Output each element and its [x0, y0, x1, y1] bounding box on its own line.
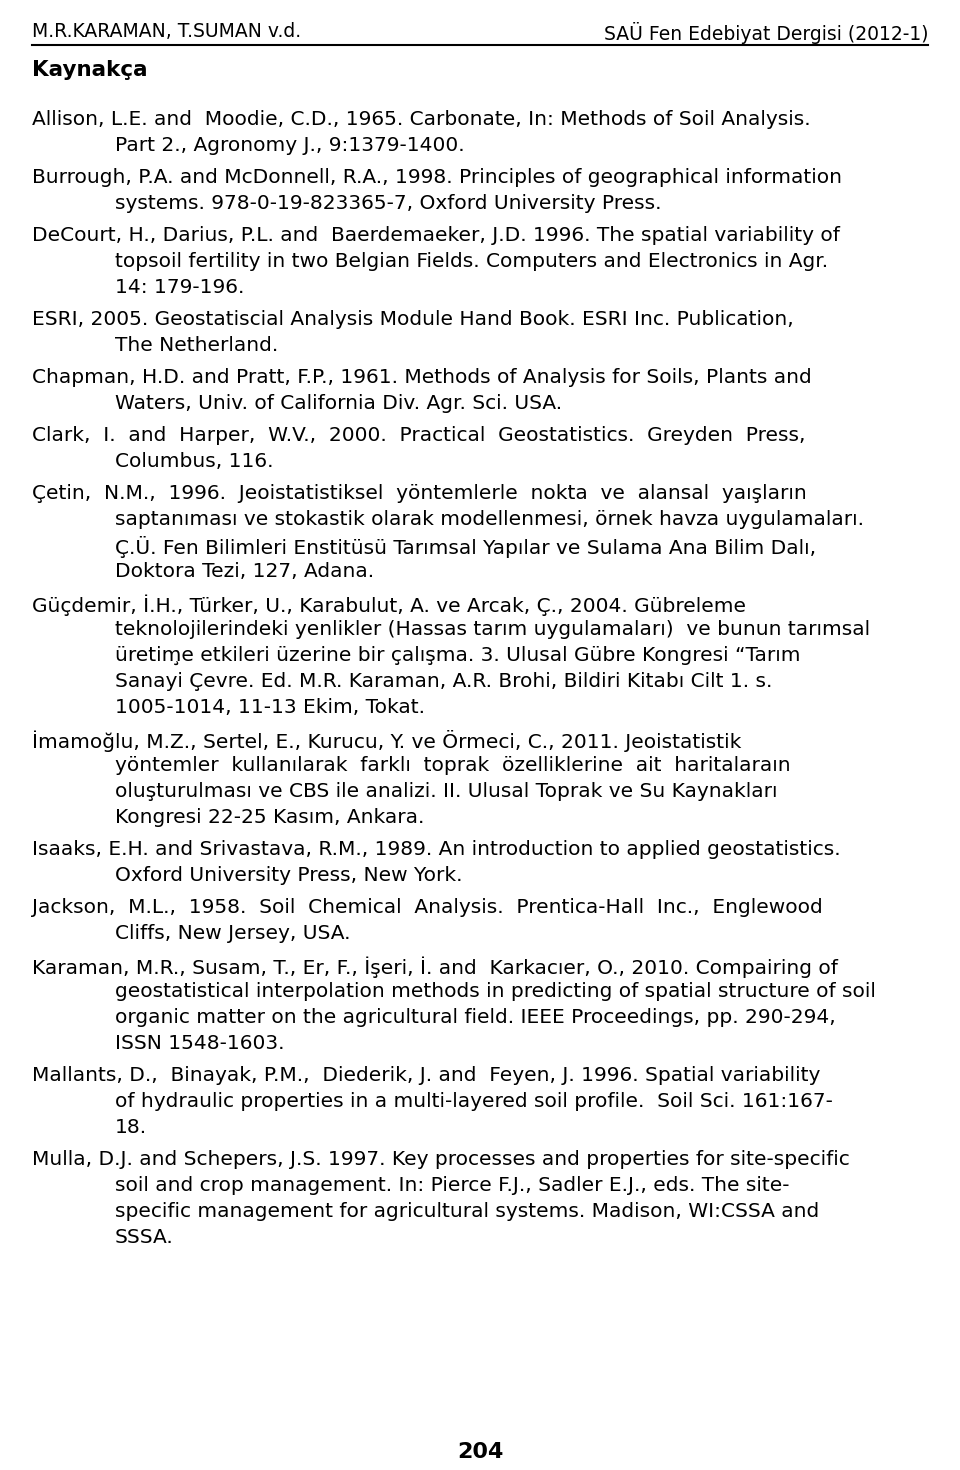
Text: ESRI, 2005. Geostatiscial Analysis Module Hand Book. ESRI Inc. Publication,: ESRI, 2005. Geostatiscial Analysis Modul…	[32, 310, 794, 329]
Text: Oxford University Press, New York.: Oxford University Press, New York.	[115, 866, 463, 885]
Text: Karaman, M.R., Susam, T., Er, F., İşeri, İ. and  Karkacıer, O., 2010. Compairing: Karaman, M.R., Susam, T., Er, F., İşeri,…	[32, 956, 838, 978]
Text: systems. 978-0-19-823365-7, Oxford University Press.: systems. 978-0-19-823365-7, Oxford Unive…	[115, 194, 661, 213]
Text: specific management for agricultural systems. Madison, WI:CSSA and: specific management for agricultural sys…	[115, 1202, 819, 1222]
Text: İmamoğlu, M.Z., Sertel, E., Kurucu, Y. ve Örmeci, C., 2011. Jeoistatistik: İmamoğlu, M.Z., Sertel, E., Kurucu, Y. v…	[32, 731, 741, 753]
Text: soil and crop management. In: Pierce F.J., Sadler E.J., eds. The site-: soil and crop management. In: Pierce F.J…	[115, 1176, 789, 1195]
Text: Mulla, D.J. and Schepers, J.S. 1997. Key processes and properties for site-speci: Mulla, D.J. and Schepers, J.S. 1997. Key…	[32, 1150, 850, 1169]
Text: Ç.Ü. Fen Bilimleri Enstitüsü Tarımsal Yapılar ve Sulama Ana Bilim Dalı,: Ç.Ü. Fen Bilimleri Enstitüsü Tarımsal Ya…	[115, 537, 816, 559]
Text: organic matter on the agricultural field. IEEE Proceedings, pp. 290-294,: organic matter on the agricultural field…	[115, 1008, 836, 1028]
Text: Kongresi 22-25 Kasım, Ankara.: Kongresi 22-25 Kasım, Ankara.	[115, 809, 424, 828]
Text: Part 2., Agronomy J., 9:1379-1400.: Part 2., Agronomy J., 9:1379-1400.	[115, 137, 465, 154]
Text: Cliffs, New Jersey, USA.: Cliffs, New Jersey, USA.	[115, 925, 350, 942]
Text: saptanıması ve stokastik olarak modellenmesi, örnek havza uygulamaları.: saptanıması ve stokastik olarak modellen…	[115, 510, 864, 529]
Text: Kaynakça: Kaynakça	[32, 60, 148, 79]
Text: Jackson,  M.L.,  1958.  Soil  Chemical  Analysis.  Prentica-Hall  Inc.,  Englewo: Jackson, M.L., 1958. Soil Chemical Analy…	[32, 898, 823, 917]
Text: DeCourt, H., Darius, P.L. and  Baerdemaeker, J.D. 1996. The spatial variability : DeCourt, H., Darius, P.L. and Baerdemaek…	[32, 226, 840, 245]
Text: teknolojilerindeki yenlikler (Hassas tarım uygulamaları)  ve bunun tarımsal: teknolojilerindeki yenlikler (Hassas tar…	[115, 620, 870, 639]
Text: yöntemler  kullanılarak  farklı  toprak  özelliklerine  ait  haritalaraın: yöntemler kullanılarak farklı toprak öze…	[115, 756, 791, 775]
Text: Güçdemir, İ.H., Türker, U., Karabulut, A. ve Arcak, Ç., 2004. Gübreleme: Güçdemir, İ.H., Türker, U., Karabulut, A…	[32, 594, 746, 616]
Text: M.R.KARAMAN, T.SUMAN v.d.: M.R.KARAMAN, T.SUMAN v.d.	[32, 22, 301, 41]
Text: Doktora Tezi, 127, Adana.: Doktora Tezi, 127, Adana.	[115, 562, 374, 581]
Text: üretim̧e etkileri üzerine bir çalışma. 3. Ulusal Gübre Kongresi “Tarım: üretim̧e etkileri üzerine bir çalışma. 3…	[115, 645, 801, 664]
Text: geostatistical interpolation methods in predicting of spatial structure of soil: geostatistical interpolation methods in …	[115, 982, 876, 1001]
Text: SSSA.: SSSA.	[115, 1227, 174, 1247]
Text: Clark,  I.  and  Harper,  W.V.,  2000.  Practical  Geostatistics.  Greyden  Pres: Clark, I. and Harper, W.V., 2000. Practi…	[32, 426, 805, 445]
Text: oluşturulması ve CBS ile analizi. II. Ulusal Toprak ve Su Kaynakları: oluşturulması ve CBS ile analizi. II. Ul…	[115, 782, 778, 801]
Text: ISSN 1548-1603.: ISSN 1548-1603.	[115, 1033, 284, 1053]
Text: Mallants, D.,  Binayak, P.M.,  Diederik, J. and  Feyen, J. 1996. Spatial variabi: Mallants, D., Binayak, P.M., Diederik, J…	[32, 1066, 821, 1085]
Text: 204: 204	[457, 1442, 503, 1463]
Text: Sanayi Çevre. Ed. M.R. Karaman, A.R. Brohi, Bildiri Kitabı Cilt 1. s.: Sanayi Çevre. Ed. M.R. Karaman, A.R. Bro…	[115, 672, 773, 691]
Text: Waters, Univ. of California Div. Agr. Sci. USA.: Waters, Univ. of California Div. Agr. Sc…	[115, 394, 563, 413]
Text: 18.: 18.	[115, 1119, 147, 1136]
Text: of hydraulic properties in a multi-layered soil profile.  Soil Sci. 161:167-: of hydraulic properties in a multi-layer…	[115, 1092, 833, 1111]
Text: topsoil fertility in two Belgian Fields. Computers and Electronics in Agr.: topsoil fertility in two Belgian Fields.…	[115, 251, 828, 270]
Text: The Netherland.: The Netherland.	[115, 337, 278, 354]
Text: Çetin,  N.M.,  1996.  Jeoistatistiksel  yöntemlerle  nokta  ve  alansal  yaışlar: Çetin, N.M., 1996. Jeoistatistiksel yönt…	[32, 484, 806, 503]
Text: Allison, L.E. and  Moodie, C.D., 1965. Carbonate, In: Methods of Soil Analysis.: Allison, L.E. and Moodie, C.D., 1965. Ca…	[32, 110, 810, 129]
Text: SAÜ Fen Edebiyat Dergisi (2012-1): SAÜ Fen Edebiyat Dergisi (2012-1)	[604, 22, 928, 44]
Text: Isaaks, E.H. and Srivastava, R.M., 1989. An introduction to applied geostatistic: Isaaks, E.H. and Srivastava, R.M., 1989.…	[32, 839, 841, 858]
Text: Burrough, P.A. and McDonnell, R.A., 1998. Principles of geographical information: Burrough, P.A. and McDonnell, R.A., 1998…	[32, 168, 842, 187]
Text: Columbus, 116.: Columbus, 116.	[115, 451, 274, 470]
Text: 14: 179-196.: 14: 179-196.	[115, 278, 245, 297]
Text: 1005-1014, 11-13 Ekim, Tokat.: 1005-1014, 11-13 Ekim, Tokat.	[115, 698, 425, 717]
Text: Chapman, H.D. and Pratt, F.P., 1961. Methods of Analysis for Soils, Plants and: Chapman, H.D. and Pratt, F.P., 1961. Met…	[32, 368, 812, 387]
